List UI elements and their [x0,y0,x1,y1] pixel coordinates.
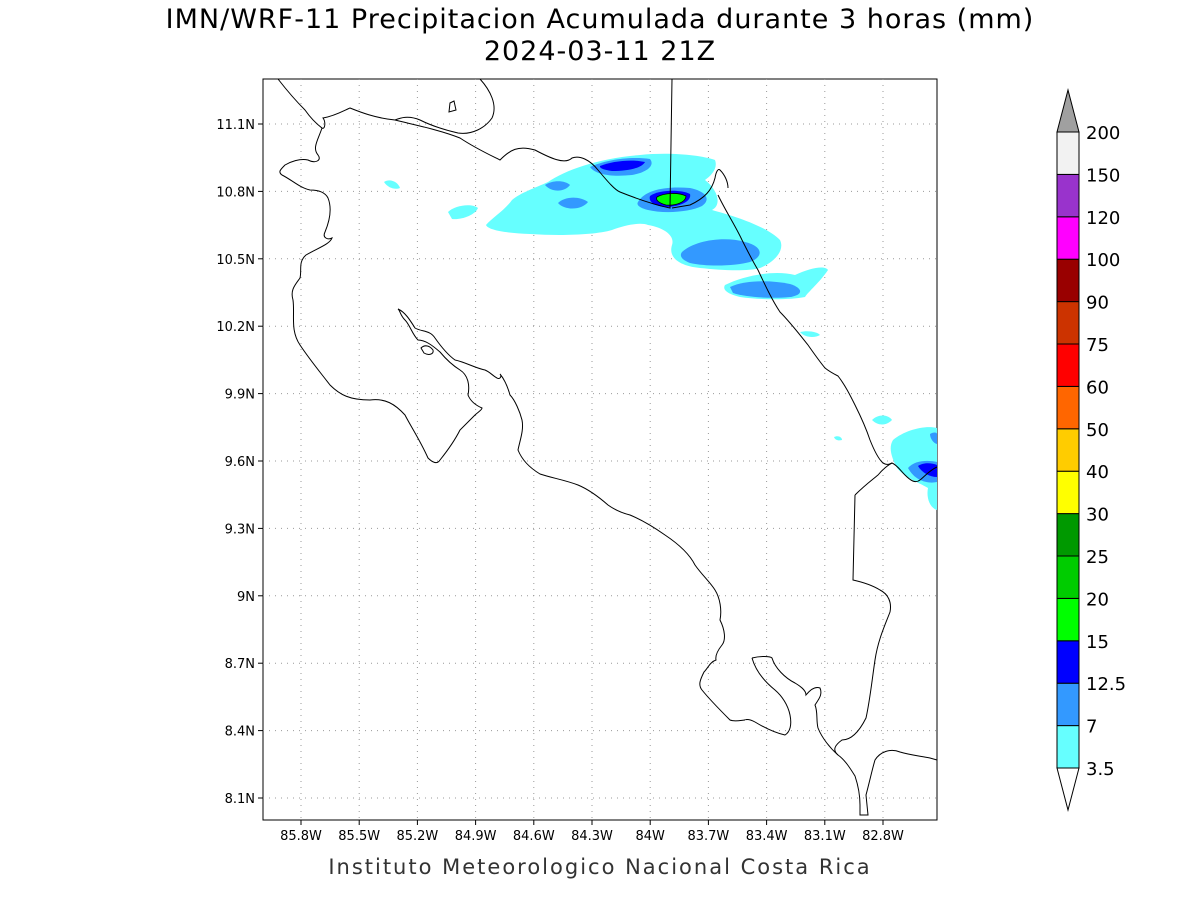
colorbar-swatch [1056,555,1080,599]
lon-tick-label: 84.9W [455,829,497,844]
colorbar-level-label: 100 [1086,250,1120,271]
lat-tick-label: 10.2N [216,320,255,335]
coastlines [277,78,938,816]
lat-tick-label: 10.8N [216,185,255,200]
colorbar-swatch [1056,513,1080,557]
colorbar-swatch [1056,597,1080,642]
lat-tick-label: 9.3N [225,522,255,537]
precip-area-15 [656,193,687,206]
lake-island [448,100,457,113]
map-subtitle: 2024-03-11 21Z [483,36,717,67]
lat-tick-label: 10.5N [216,253,255,268]
colorbar-level-label: 150 [1086,165,1120,186]
colorbar-level-label: 7 [1086,717,1097,738]
panama-border [854,462,938,496]
lon-tick-label: 85.8W [280,829,322,844]
colorbar-swatch [1056,470,1080,515]
lon-tick-label: 85.5W [338,829,380,844]
map-title: IMN/WRF-11 Precipitacion Acumulada duran… [165,4,1035,35]
colorbar-level-label: 75 [1086,335,1109,356]
colorbar-level-label: 50 [1086,420,1109,441]
precip-area-3-5 [800,331,820,337]
latitude-axis: 11.1N 10.8N 10.5N 10.2N 9.9N 9.6N 9.3N 9N 8.7N 8.… [216,118,263,807]
lon-tick-label: 83.4W [746,829,788,844]
colorbar-swatch [1056,385,1080,430]
colorbar-level-label: 20 [1086,589,1109,610]
lon-tick-label: 85.2W [396,829,438,844]
longitude-axis: 85.8W 85.5W 85.2W 84.9W 84.6W 84.3W 84W 83.7W 83… [280,820,904,844]
colorbar-level-label: 60 [1086,377,1109,398]
colorbar-swatch [1056,173,1080,218]
precip-area-12-5 [918,463,937,477]
colorbar-swatch [1056,343,1080,387]
credit-footer: Instituto Meteorologico Nacional Costa R… [328,855,872,879]
country-border [671,169,729,209]
lat-tick-label: 8.7N [225,657,255,672]
colorbar-swatch [1056,428,1080,472]
lat-tick-label: 9.9N [225,388,255,403]
colorbar-swatch [1056,640,1080,684]
precip-area-12-5 [599,160,645,171]
colorbar-level-label: 120 [1086,208,1120,229]
colorbar-swatch [1056,682,1080,727]
precip-area-3-5 [384,180,400,189]
nicoya-island [420,345,434,355]
colorbar-level-label: 40 [1086,462,1109,483]
lat-tick-label: 8.4N [225,725,255,740]
colorbar-level-label: 25 [1086,547,1109,568]
lake-shore [394,78,495,134]
precip-area-7 [545,181,570,191]
precip-areas [384,153,937,510]
colorbar: 3.5 7 12.5 15 20 25 30 40 50 60 75 90 100 120 150 200 [1056,88,1126,812]
colorbar-bottom-arrow [1056,767,1080,812]
colorbar-level-label: 15 [1086,632,1109,653]
map-grid [263,79,937,820]
colorbar-level-label: 200 [1086,123,1120,144]
colorbar-swatch [1056,258,1080,303]
lon-tick-label: 83.7W [687,829,729,844]
precip-area-3-5 [448,205,478,220]
precip-area-7 [930,432,937,444]
lon-tick-label: 84.3W [571,829,613,844]
lat-tick-label: 8.1N [225,792,255,807]
lon-tick-label: 84W [635,829,665,844]
colorbar-swatch [1056,301,1080,345]
caribbean-coast [717,194,893,465]
colorbar-swatch [1056,131,1080,175]
lon-tick-label: 84.6W [513,829,555,844]
colorbar-swatch [1056,725,1080,769]
lat-tick-label: 11.1N [216,118,255,133]
precip-area-7 [680,239,760,266]
colorbar-top-arrow [1056,88,1080,133]
precip-area-7 [558,197,588,209]
colorbar-level-label: 90 [1086,293,1109,314]
lat-tick-label: 9.6N [225,455,255,470]
colorbar-level-label: 3.5 [1086,759,1115,780]
golfo-dulce [744,657,792,736]
colorbar-level-label: 30 [1086,505,1109,526]
pacific-coast [397,308,746,722]
osa-peninsula [751,656,938,816]
lat-tick-label: 9N [237,590,255,605]
lon-tick-label: 82.8W [862,829,904,844]
colorbar-swatch [1056,216,1080,260]
precip-area-3-5 [834,436,842,441]
precip-area-3-5 [872,415,892,425]
panama-border [834,494,891,756]
lon-tick-label: 83.1W [804,829,846,844]
precip-area-7 [730,281,801,298]
pacific-coast [279,127,483,464]
colorbar-level-label: 12.5 [1086,674,1126,695]
